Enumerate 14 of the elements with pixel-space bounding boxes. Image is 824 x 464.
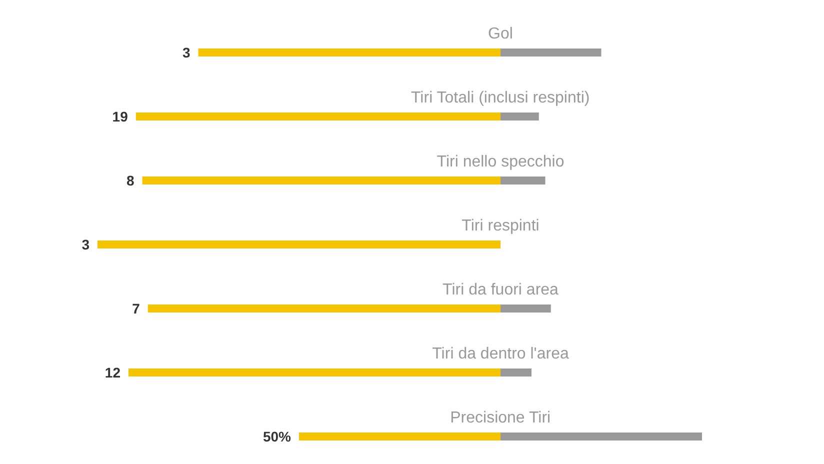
y-tick-label: Tiri nello specchio — [436, 154, 564, 170]
y-tick-label: Tiri da fuori area — [442, 282, 559, 298]
y-tick-label: Tiri da dentro l'area — [432, 346, 569, 362]
y-tick-label: Gol — [488, 26, 513, 42]
data-label: 12 — [104, 364, 121, 380]
data-label: 19 — [112, 108, 128, 124]
y-tick-label: Precisione Tiri — [450, 410, 551, 426]
data-label: 3 — [182, 44, 190, 60]
y-tick-label: Tiri respinti — [462, 218, 540, 234]
data-label: 50% — [262, 428, 292, 444]
y-tick-label: Tiri Totali (inclusi respinti) — [411, 90, 590, 106]
data-label: 7 — [132, 300, 140, 316]
data-label: 3 — [82, 236, 90, 252]
data-label: 8 — [126, 172, 134, 188]
